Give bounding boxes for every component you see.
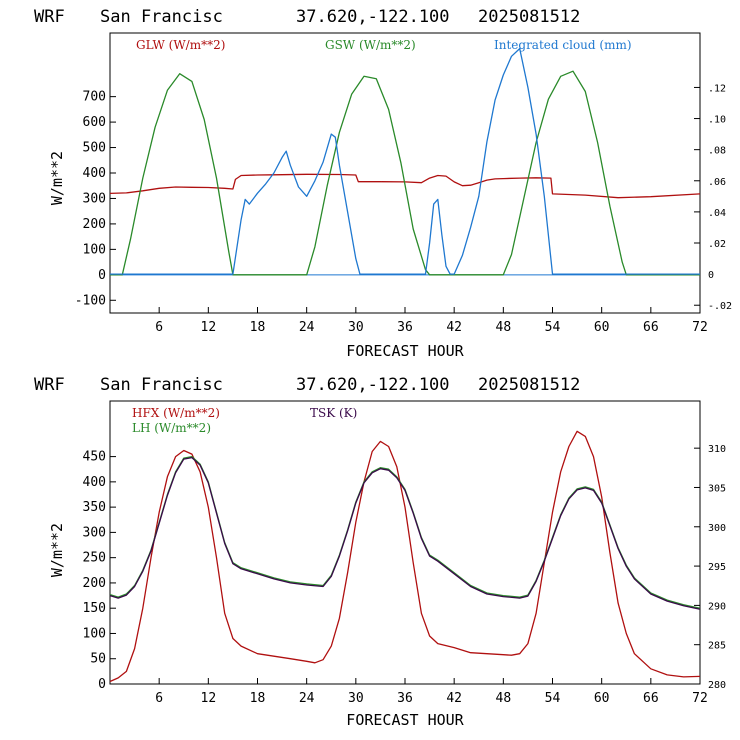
legend-hfx: HFX (W/m**2) xyxy=(132,406,220,420)
y2-tick-label: 290 xyxy=(708,601,726,612)
x-tick-label: 6 xyxy=(155,691,163,706)
y2-tick-label: .02 xyxy=(708,239,726,250)
y2-tick-label: 295 xyxy=(708,562,726,573)
top-x-axis-label: FORECAST HOUR xyxy=(346,342,464,360)
bottom-x-axis-label: FORECAST HOUR xyxy=(346,711,464,729)
x-tick-label: 36 xyxy=(397,691,413,706)
bottom-legend: HFX (W/m**2) LH (W/m**2) TSK (K) xyxy=(132,406,357,435)
series-line-lh xyxy=(109,455,701,609)
series-line-integrated xyxy=(110,47,700,275)
bottom-chart-header: WRF San Francisc 37.620,-122.100 2025081… xyxy=(34,375,580,395)
x-tick-label: 6 xyxy=(155,320,163,335)
x-tick-label: 18 xyxy=(250,320,266,335)
x-tick-label: 12 xyxy=(201,691,217,706)
x-tick-label: 54 xyxy=(545,691,561,706)
legend-integrated-cloud: Integrated cloud (mm) xyxy=(494,38,632,52)
y-tick-label: 400 xyxy=(83,475,106,490)
x-tick-label: 30 xyxy=(348,691,364,706)
x-tick-label: 72 xyxy=(692,691,708,706)
y2-tick-label: 285 xyxy=(708,641,726,652)
x-tick-label: 42 xyxy=(446,320,462,335)
y-tick-label: 350 xyxy=(83,500,106,515)
series-line-tsk xyxy=(109,456,701,610)
header-coords: 37.620,-122.100 xyxy=(296,7,450,27)
y2-tick-label: .12 xyxy=(708,83,726,94)
bottom-series xyxy=(109,430,701,683)
x-tick-label: 66 xyxy=(643,320,659,335)
top-chart: WRF San Francisc 37.620,-122.100 2025081… xyxy=(34,7,732,360)
y-tick-label: 450 xyxy=(83,450,106,465)
y2-tick-label: .04 xyxy=(708,208,726,219)
y-tick-label: 100 xyxy=(83,626,106,641)
y-tick-label: 100 xyxy=(83,242,106,257)
bottom-y2-ticks: 280 285 290 295 300 305 310 xyxy=(694,444,726,691)
top-chart-header: WRF San Francisc 37.620,-122.100 2025081… xyxy=(34,7,580,27)
y2-tick-label: 0 xyxy=(708,270,714,281)
x-tick-label: 48 xyxy=(496,691,512,706)
y-tick-label: 250 xyxy=(83,551,106,566)
x-tick-label: 18 xyxy=(250,691,266,706)
y2-tick-label: 300 xyxy=(708,523,726,534)
top-y-ticks: -100 0 100 200 300 400 500 600 700 xyxy=(75,90,116,308)
y-tick-label: 50 xyxy=(90,652,106,667)
top-y-axis-label: W/m**2 xyxy=(48,151,66,205)
y-tick-label: 600 xyxy=(83,115,106,130)
y2-tick-label: -.02 xyxy=(708,301,732,312)
bottom-y-ticks: 0 50 100 150 200 250 300 350 400 450 xyxy=(83,450,116,692)
bottom-x-ticks: 6 12 18 24 30 36 42 48 54 60 66 72 xyxy=(155,678,708,706)
x-tick-label: 72 xyxy=(692,320,708,335)
bottom-chart: WRF San Francisc 37.620,-122.100 2025081… xyxy=(34,375,726,729)
header-model: WRF xyxy=(34,375,65,395)
legend-glw: GLW (W/m**2) xyxy=(136,38,225,52)
y-tick-label: -100 xyxy=(75,293,106,308)
x-tick-label: 24 xyxy=(299,320,315,335)
y2-tick-label: 305 xyxy=(708,483,726,494)
legend-gsw: GSW (W/m**2) xyxy=(325,38,416,52)
legend-tsk: TSK (K) xyxy=(310,406,357,420)
top-series xyxy=(109,47,701,276)
y-tick-label: 200 xyxy=(83,217,106,232)
y-tick-label: 200 xyxy=(83,576,106,591)
y-tick-label: 500 xyxy=(83,141,106,156)
y2-tick-label: .08 xyxy=(708,146,726,157)
x-tick-label: 30 xyxy=(348,320,364,335)
y2-tick-label: .10 xyxy=(708,115,726,126)
bottom-plot-frame xyxy=(109,400,701,685)
x-tick-label: 36 xyxy=(397,320,413,335)
y-tick-label: 300 xyxy=(83,525,106,540)
top-y2-ticks: -.02 0 .02 .04 .06 .08 .10 .12 xyxy=(694,83,732,312)
top-x-ticks: 6 12 18 24 30 36 42 48 54 60 66 72 xyxy=(155,307,708,335)
y-tick-label: 0 xyxy=(98,677,106,692)
header-location: San Francisc xyxy=(100,7,223,27)
y2-tick-label: .06 xyxy=(708,177,726,188)
header-init-time: 2025081512 xyxy=(478,7,580,27)
x-tick-label: 12 xyxy=(201,320,217,335)
x-tick-label: 42 xyxy=(446,691,462,706)
series-line-gsw xyxy=(110,70,700,276)
series-line-glw xyxy=(109,173,701,199)
legend-lh: LH (W/m**2) xyxy=(132,421,211,435)
header-coords: 37.620,-122.100 xyxy=(296,375,450,395)
header-location: San Francisc xyxy=(100,375,223,395)
y2-tick-label: 280 xyxy=(708,680,726,691)
y-tick-label: 400 xyxy=(83,166,106,181)
y2-tick-label: 310 xyxy=(708,444,726,455)
y-tick-label: 300 xyxy=(83,191,106,206)
x-tick-label: 66 xyxy=(643,691,659,706)
bottom-y-axis-label: W/m**2 xyxy=(48,523,66,577)
header-init-time: 2025081512 xyxy=(478,375,580,395)
x-tick-label: 24 xyxy=(299,691,315,706)
top-legend: GLW (W/m**2) GSW (W/m**2) Integrated clo… xyxy=(136,38,632,52)
series-line-hfx xyxy=(109,430,701,683)
top-plot-frame xyxy=(109,32,701,314)
y-tick-label: 700 xyxy=(83,90,106,105)
x-tick-label: 54 xyxy=(545,320,561,335)
x-tick-label: 48 xyxy=(496,320,512,335)
x-tick-label: 60 xyxy=(594,691,610,706)
y-tick-label: 150 xyxy=(83,601,106,616)
x-tick-label: 60 xyxy=(594,320,610,335)
y-tick-label: 0 xyxy=(98,268,106,283)
header-model: WRF xyxy=(34,7,65,27)
